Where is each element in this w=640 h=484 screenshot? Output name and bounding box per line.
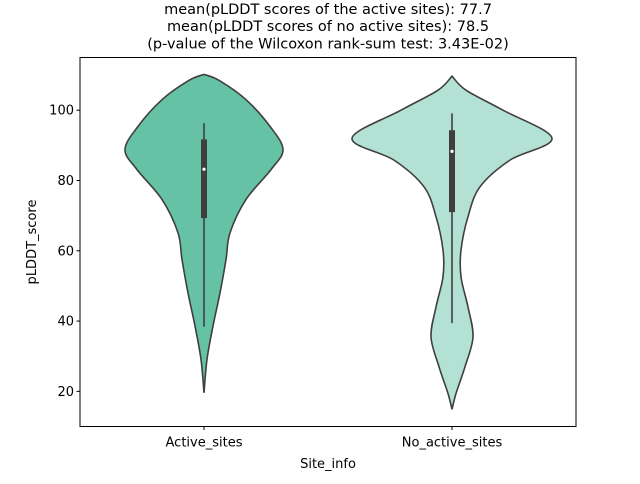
axes-frame bbox=[79, 57, 577, 427]
violin-median-dot bbox=[202, 167, 206, 171]
plot-area bbox=[124, 73, 553, 410]
y-tick-label: 100 bbox=[49, 104, 74, 119]
x-axis: Active_sites No_active_sites bbox=[166, 426, 503, 451]
x-tick-label: No_active_sites bbox=[402, 436, 503, 451]
violin-iqr-box bbox=[201, 139, 207, 219]
chart-title-line-3: (p-value of the Wilcoxon rank-sum test: … bbox=[147, 37, 508, 53]
x-tick-label: Active_sites bbox=[166, 436, 243, 451]
y-tick-label: 60 bbox=[57, 244, 74, 259]
x-axis-label: Site_info bbox=[300, 457, 356, 472]
y-axis: 20 40 60 80 100 bbox=[49, 104, 80, 400]
y-tick-label: 40 bbox=[57, 315, 74, 330]
y-axis-label: pLDDT_score bbox=[25, 200, 40, 285]
chart-title-line-1: mean(pLDDT scores of the active sites): … bbox=[164, 2, 492, 18]
violin-median-dot bbox=[450, 149, 454, 153]
chart-title-line-2: mean(pLDDT scores of no active sites): 7… bbox=[167, 19, 489, 35]
y-tick-label: 20 bbox=[57, 385, 74, 400]
violin-iqr-box bbox=[449, 130, 455, 213]
y-tick-label: 80 bbox=[57, 174, 74, 189]
